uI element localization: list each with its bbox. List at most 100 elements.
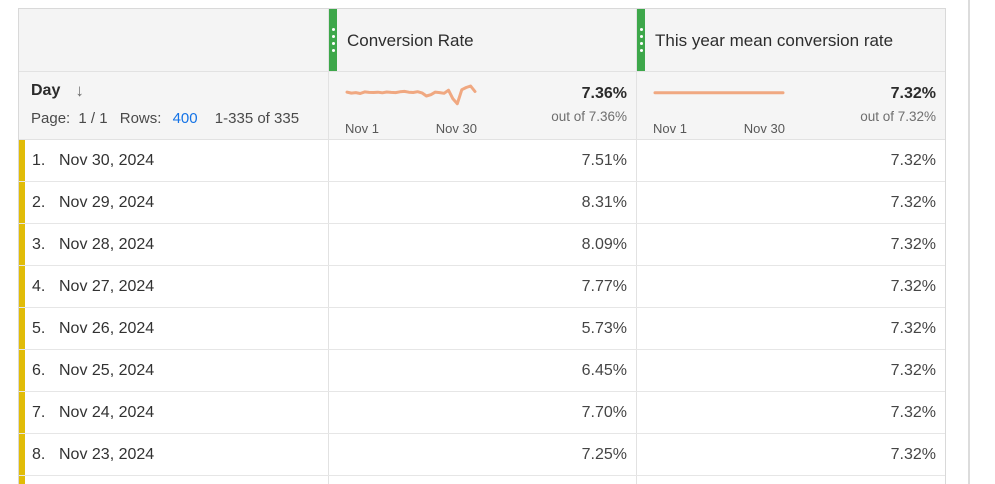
row-index: 6.: [32, 361, 46, 379]
table-row[interactable]: [19, 476, 945, 484]
metric-total-value: 7.36%: [581, 85, 627, 102]
metric-header-row: Conversion Rate This year mean conversio…: [19, 9, 945, 72]
day-cell[interactable]: 5. Nov 26, 2024: [19, 308, 328, 349]
row-conversion-rate: 8.31%: [581, 193, 627, 211]
table-row[interactable]: 3. Nov 28, 2024 8.09% 7.32%: [19, 224, 945, 266]
sparkline-block: Nov 1 Nov 30: [345, 80, 477, 139]
dimension-header-cell: Day ↓ Page: 1 / 1 Rows: 400 1-335 of 335: [19, 72, 328, 139]
row-range-text: 1-335 of 335: [214, 110, 300, 127]
row-conversion-rate: 8.09%: [581, 235, 627, 253]
metric-label: This year mean conversion rate: [655, 30, 894, 50]
metric-out-of: out of 7.32%: [860, 109, 936, 124]
rows-count-dropdown[interactable]: 400: [172, 110, 198, 127]
row-mean-rate: 7.32%: [890, 235, 936, 253]
column-header-conversion-rate[interactable]: Conversion Rate: [328, 9, 636, 71]
mean-rate-cell[interactable]: [636, 476, 945, 484]
spark-end-label: Nov 30: [435, 121, 477, 136]
dimension-title: Day: [31, 82, 61, 99]
column-drag-handle-icon[interactable]: [637, 9, 645, 71]
conversion-rate-cell[interactable]: 8.09%: [328, 224, 636, 265]
metric-total: 7.36% out of 7.36%: [551, 80, 627, 139]
day-cell[interactable]: 3. Nov 28, 2024: [19, 224, 328, 265]
metric-out-of: out of 7.36%: [551, 109, 627, 124]
row-color-accent: [19, 434, 25, 475]
row-index: 8.: [32, 445, 46, 463]
row-color-accent: [19, 308, 25, 349]
mean-rate-cell[interactable]: 7.32%: [636, 224, 945, 265]
row-mean-rate: 7.32%: [890, 277, 936, 295]
table-row[interactable]: 6. Nov 25, 2024 6.45% 7.32%: [19, 350, 945, 392]
day-cell[interactable]: 6. Nov 25, 2024: [19, 350, 328, 391]
day-cell[interactable]: [19, 476, 328, 484]
table-row[interactable]: 8. Nov 23, 2024 7.25% 7.32%: [19, 434, 945, 476]
row-mean-rate: 7.32%: [890, 361, 936, 379]
row-conversion-rate: 7.70%: [581, 403, 627, 421]
conversion-rate-cell[interactable]: [328, 476, 636, 484]
sparkline-block: Nov 1 Nov 30: [653, 80, 785, 139]
row-color-accent: [19, 350, 25, 391]
row-index: 2.: [32, 193, 46, 211]
row-mean-rate: 7.32%: [890, 193, 936, 211]
conversion-rate-cell[interactable]: 6.45%: [328, 350, 636, 391]
column-header-mean-conversion-rate[interactable]: This year mean conversion rate: [636, 9, 945, 71]
row-index: 7.: [32, 403, 46, 421]
panel-divider: [968, 0, 970, 484]
conversion-rate-cell[interactable]: 5.73%: [328, 308, 636, 349]
spark-start-label: Nov 1: [653, 121, 687, 136]
conversion-rate-cell[interactable]: 8.31%: [328, 182, 636, 223]
row-conversion-rate: 7.77%: [581, 277, 627, 295]
page-label: Page:: [31, 110, 71, 127]
conversion-rate-cell[interactable]: 7.51%: [328, 140, 636, 181]
row-mean-rate: 7.32%: [890, 445, 936, 463]
row-mean-rate: 7.32%: [890, 151, 936, 169]
day-cell[interactable]: 8. Nov 23, 2024: [19, 434, 328, 475]
table-row[interactable]: 5. Nov 26, 2024 5.73% 7.32%: [19, 308, 945, 350]
mean-rate-cell[interactable]: 7.32%: [636, 266, 945, 307]
mean-rate-cell[interactable]: 7.32%: [636, 350, 945, 391]
row-color-accent: [19, 476, 25, 484]
mean-rate-cell[interactable]: 7.32%: [636, 434, 945, 475]
mean-rate-cell[interactable]: 7.32%: [636, 308, 945, 349]
row-mean-rate: 7.32%: [890, 403, 936, 421]
day-cell[interactable]: 1. Nov 30, 2024: [19, 140, 328, 181]
row-day: Nov 27, 2024: [59, 277, 155, 295]
table-row[interactable]: 4. Nov 27, 2024 7.77% 7.32%: [19, 266, 945, 308]
row-color-accent: [19, 182, 25, 223]
table-row[interactable]: 2. Nov 29, 2024 8.31% 7.32%: [19, 182, 945, 224]
table-body: 1. Nov 30, 2024 7.51% 7.32% 2. Nov 29, 2…: [19, 140, 945, 484]
mean-rate-cell[interactable]: 7.32%: [636, 182, 945, 223]
conversion-rate-cell[interactable]: 7.77%: [328, 266, 636, 307]
row-mean-rate: 7.32%: [890, 319, 936, 337]
mean-rate-summary-cell: Nov 1 Nov 30 7.32% out of 7.32%: [636, 72, 945, 139]
row-day: Nov 24, 2024: [59, 403, 155, 421]
mean-rate-cell[interactable]: 7.32%: [636, 140, 945, 181]
mean-rate-sparkline: [653, 91, 785, 95]
day-cell[interactable]: 7. Nov 24, 2024: [19, 392, 328, 433]
row-index: 5.: [32, 319, 46, 337]
mean-rate-cell[interactable]: 7.32%: [636, 392, 945, 433]
day-cell[interactable]: 4. Nov 27, 2024: [19, 266, 328, 307]
row-color-accent: [19, 392, 25, 433]
row-day: Nov 28, 2024: [59, 235, 155, 253]
row-day: Nov 29, 2024: [59, 193, 155, 211]
corner-cell: [19, 9, 328, 71]
conversion-rate-cell[interactable]: 7.70%: [328, 392, 636, 433]
row-day: Nov 23, 2024: [59, 445, 155, 463]
column-drag-handle-icon[interactable]: [329, 9, 337, 71]
row-index: 1.: [32, 151, 46, 169]
table-row[interactable]: 7. Nov 24, 2024 7.70% 7.32%: [19, 392, 945, 434]
row-conversion-rate: 5.73%: [581, 319, 627, 337]
row-index: 3.: [32, 235, 46, 253]
rows-label: Rows:: [119, 110, 162, 127]
metric-label: Conversion Rate: [347, 30, 474, 50]
metric-total-value: 7.32%: [890, 85, 936, 102]
table-row[interactable]: 1. Nov 30, 2024 7.51% 7.32%: [19, 140, 945, 182]
conversion-rate-sparkline: [345, 84, 477, 106]
day-cell[interactable]: 2. Nov 29, 2024: [19, 182, 328, 223]
spark-start-label: Nov 1: [345, 121, 379, 136]
row-color-accent: [19, 224, 25, 265]
conversion-rate-cell[interactable]: 7.25%: [328, 434, 636, 475]
row-day: Nov 30, 2024: [59, 151, 155, 169]
sort-descending-icon[interactable]: ↓: [75, 81, 84, 100]
